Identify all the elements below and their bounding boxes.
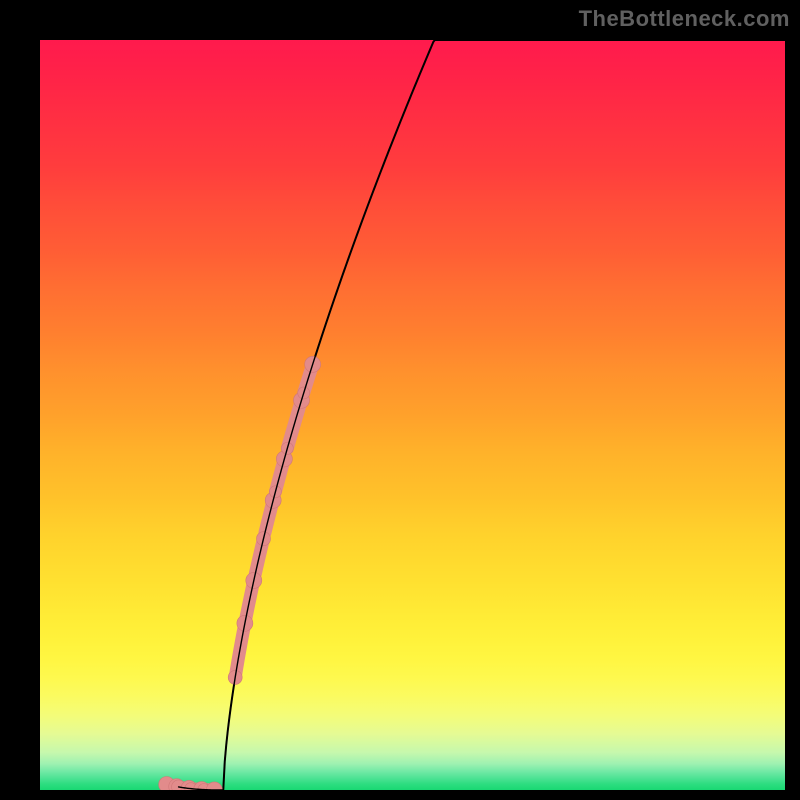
curve-layer xyxy=(40,40,785,790)
chart-frame: TheBottleneck.com xyxy=(0,0,800,800)
left-arm-markers-bead xyxy=(206,782,222,790)
bottleneck-curve-overlay xyxy=(179,40,785,790)
plot-area xyxy=(40,40,785,790)
bottleneck-curve xyxy=(179,40,785,790)
watermark-text: TheBottleneck.com xyxy=(579,6,790,32)
